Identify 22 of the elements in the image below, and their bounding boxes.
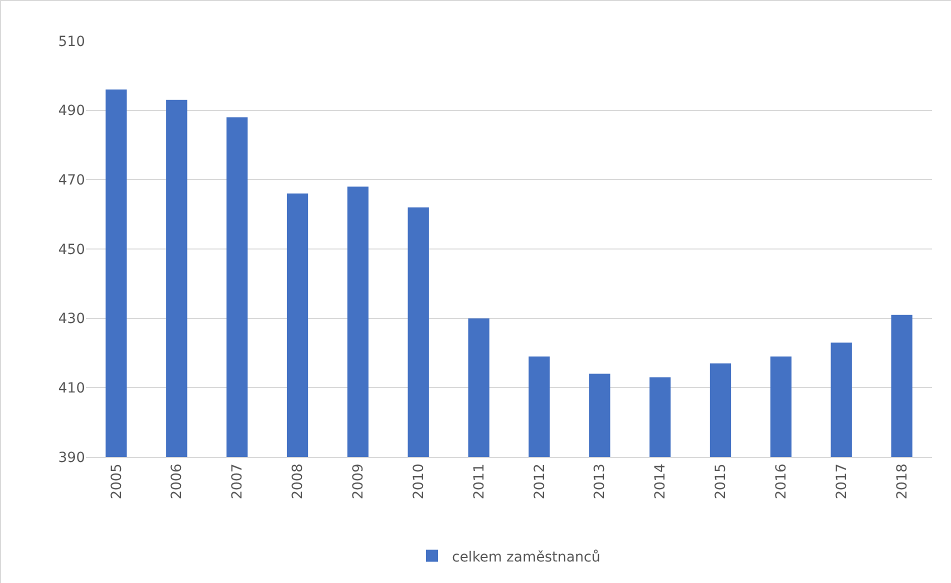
x-tick-label: 2006	[169, 464, 186, 500]
x-tick-label: 2013	[592, 464, 608, 500]
x-tick-label: 2005	[108, 464, 125, 500]
x-tick-label: 2015	[713, 464, 730, 500]
y-tick-label: 390	[58, 450, 85, 466]
x-tick-label: 2014	[652, 464, 669, 500]
x-tick-label: 2016	[773, 464, 790, 500]
y-tick-label: 510	[58, 34, 85, 50]
x-tick-label: 2017	[834, 464, 850, 500]
legend-label: celkem zaměstnanců	[452, 549, 600, 566]
x-tick-label: 2009	[350, 464, 366, 500]
y-tick-label: 450	[58, 242, 85, 258]
y-tick-label: 430	[58, 311, 85, 328]
x-tick-label: 2007	[230, 464, 246, 500]
x-tick-label: 2012	[532, 464, 548, 500]
x-tick-label: 2008	[290, 464, 306, 500]
x-tick-label: 2010	[410, 464, 427, 500]
x-tick-label: 2011	[471, 464, 488, 500]
y-tick-label: 410	[58, 380, 85, 397]
y-tick-label: 470	[58, 172, 85, 189]
x-tick-label: 2018	[894, 464, 910, 500]
y-tick-label: 490	[58, 103, 85, 120]
